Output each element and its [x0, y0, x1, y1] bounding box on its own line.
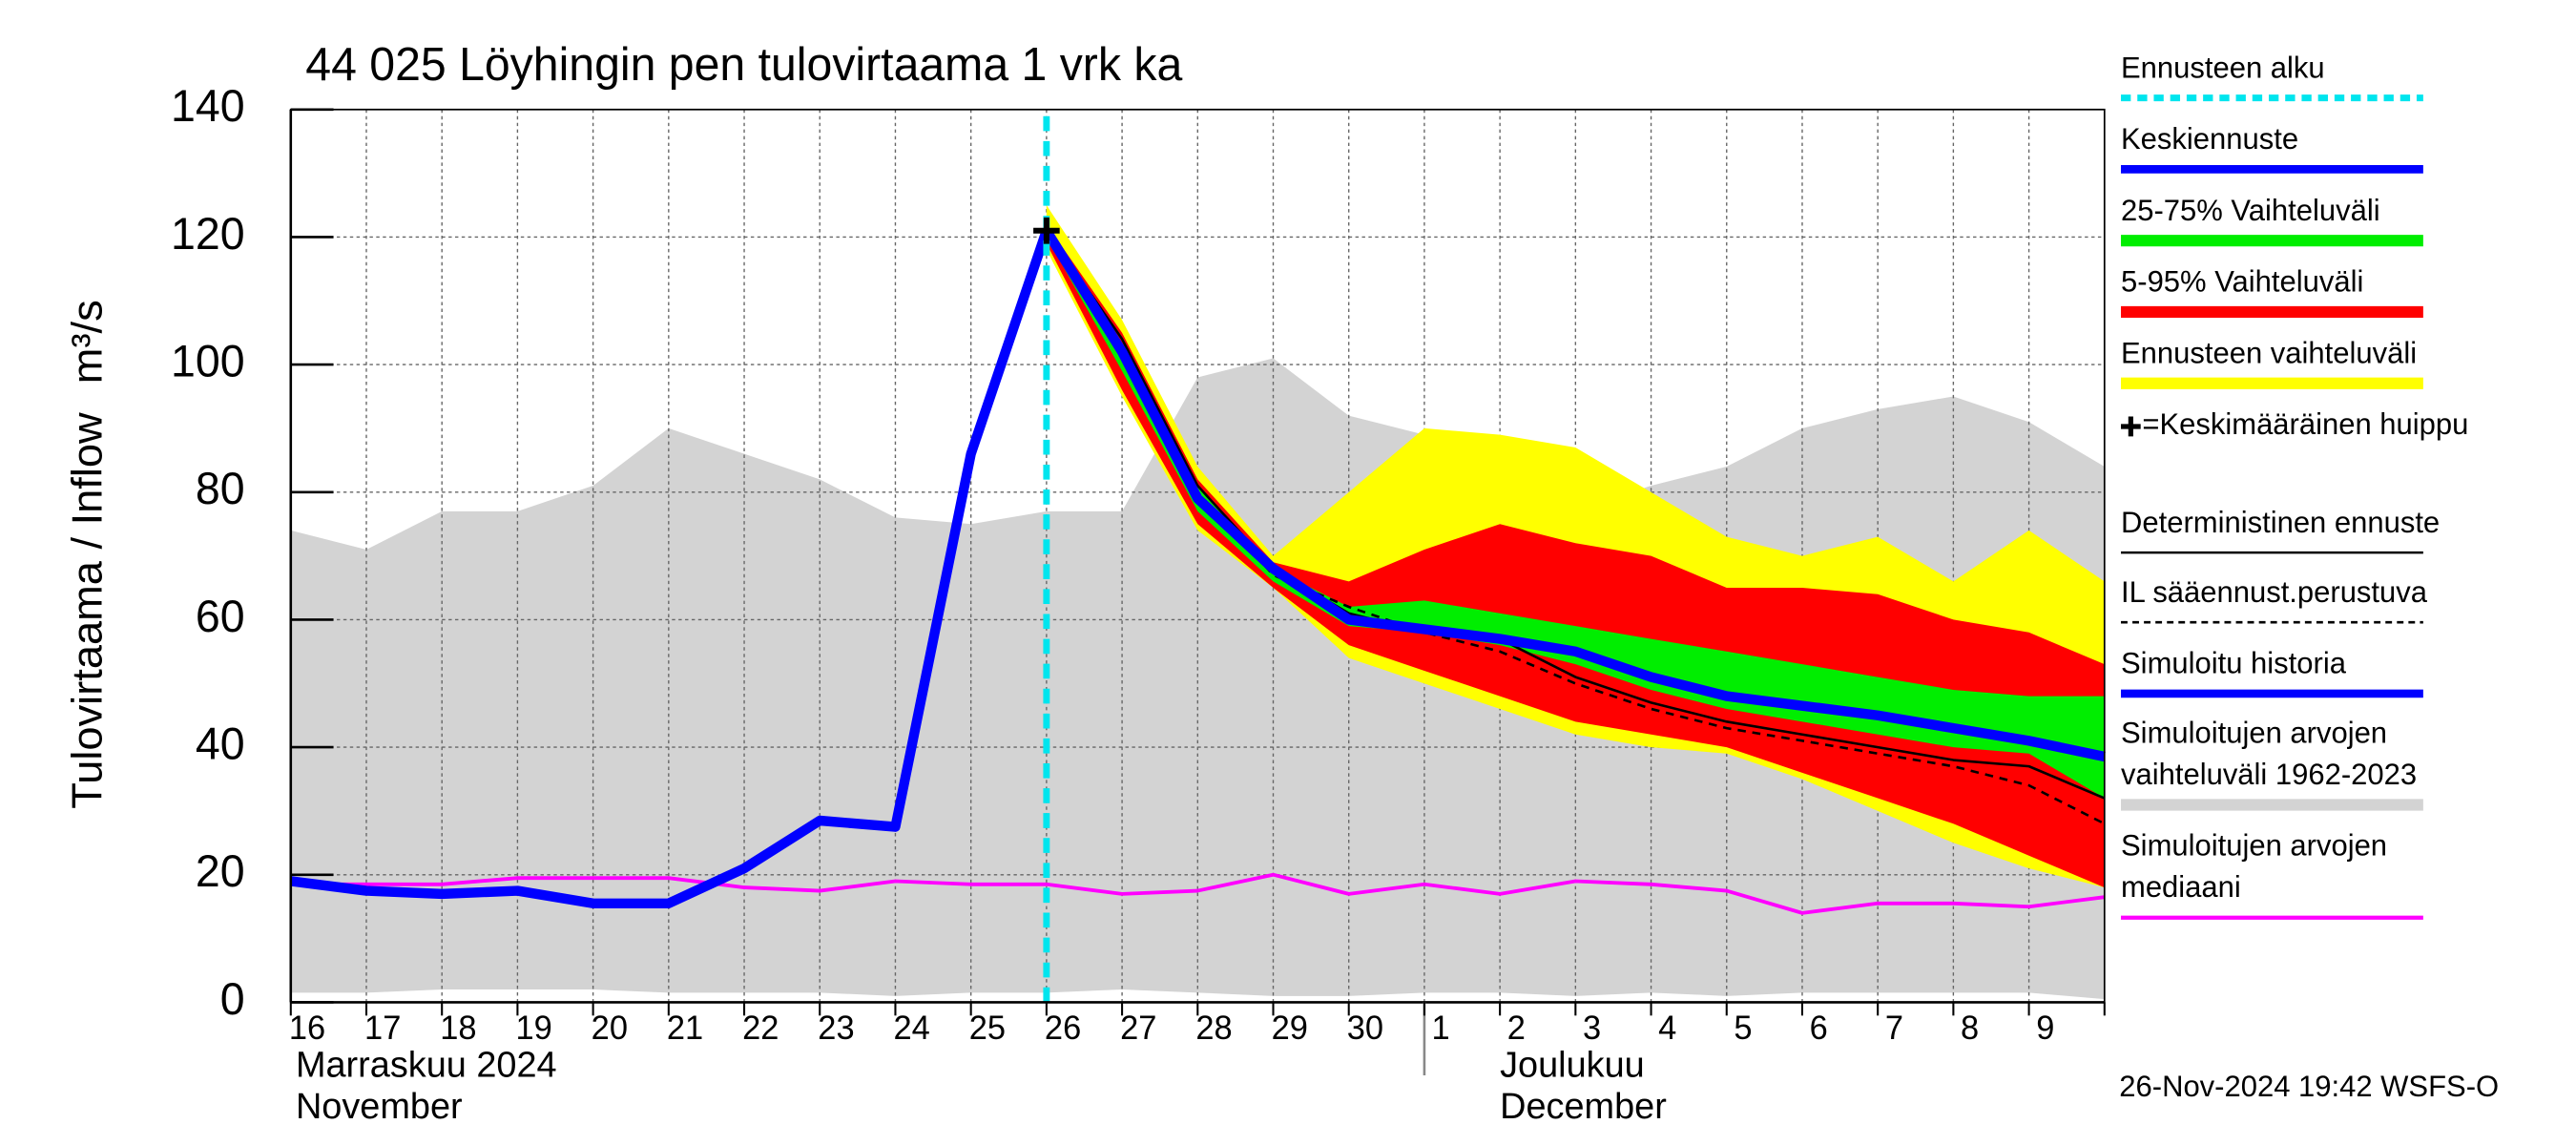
x-tick-label: 29 — [1272, 1010, 1308, 1047]
y-tick-label: 80 — [196, 464, 245, 513]
series-line — [290, 872, 2106, 915]
range-band — [1046, 230, 2105, 799]
legend-label: Simuloitu historia — [2121, 647, 2347, 680]
x-tick-label: 24 — [894, 1010, 930, 1047]
legend-label: 25-75% Vaihteluväli — [2121, 194, 2380, 227]
y-tick-label: 0 — [220, 974, 245, 1024]
legend-label: Simuloitujen arvojen vaihteluväli 1962-20… — [2121, 717, 2417, 792]
x-tick-label: 26 — [1045, 1010, 1081, 1047]
month-label: Marraskuu 2024 — [296, 1045, 557, 1085]
legend-label: Ennusteen alku — [2121, 51, 2325, 84]
x-tick-label: 2 — [1507, 1010, 1526, 1047]
series-line — [1045, 229, 2106, 800]
x-tick-label: 17 — [364, 1010, 401, 1047]
x-tick-label: 28 — [1195, 1010, 1232, 1047]
x-tick-label: 1 — [1432, 1010, 1450, 1047]
y-tick-label: 20 — [196, 846, 245, 896]
x-tick-label: 6 — [1810, 1010, 1828, 1047]
month-label: November — [296, 1087, 463, 1127]
x-tick-label: 8 — [1961, 1010, 1979, 1047]
x-tick-label: 3 — [1583, 1010, 1601, 1047]
timestamp: 26-Nov-2024 19:42 WSFS-O — [2119, 1070, 2499, 1103]
y-tick-label: 100 — [171, 336, 245, 385]
legend-label: =Keskimääräinen huippu — [2142, 407, 2468, 441]
legend-label: Simuloitujen arvojen mediaani — [2121, 829, 2387, 905]
x-tick-label: 19 — [515, 1010, 551, 1047]
series-line — [1045, 230, 2106, 825]
x-tick-label: 25 — [969, 1010, 1006, 1047]
x-tick-label: 30 — [1347, 1010, 1383, 1047]
x-tick-label: 5 — [1734, 1010, 1752, 1047]
legend-label: Deterministinen ennuste — [2121, 506, 2440, 539]
x-tick-label: 16 — [289, 1010, 325, 1047]
x-tick-label: 7 — [1885, 1010, 1903, 1047]
legend-marker — [2121, 416, 2141, 437]
chart-title: 44 025 Löyhingin pen tulovirtaama 1 vrk … — [305, 39, 1182, 91]
x-tick-label: 21 — [667, 1010, 703, 1047]
y-tick-label: 60 — [196, 592, 245, 641]
month-label: Joulukuu — [1500, 1045, 1645, 1085]
x-tick-label: 9 — [2036, 1010, 2054, 1047]
legend-label: 5-95% Vaihteluväli — [2121, 265, 2363, 299]
y-tick-label: 140 — [171, 81, 245, 131]
x-tick-label: 4 — [1658, 1010, 1676, 1047]
legend-label: IL sääennust.perustuva — [2121, 575, 2428, 609]
x-tick-label: 20 — [592, 1010, 628, 1047]
series-line — [1042, 227, 2106, 762]
month-label: December — [1500, 1087, 1667, 1127]
y-tick-label: 120 — [171, 209, 245, 259]
legend-label: Keskiennuste — [2121, 122, 2298, 156]
x-tick-label: 18 — [440, 1010, 476, 1047]
x-tick-label: 22 — [742, 1010, 779, 1047]
x-tick-label: 27 — [1120, 1010, 1156, 1047]
y-axis-unit: m³/s — [63, 300, 112, 384]
y-axis-label: Tulovirtaama / Inflow — [63, 412, 112, 809]
peak-marker — [1033, 217, 1060, 244]
legend-label: Ennusteen vaihteluväli — [2121, 336, 2417, 369]
y-tick-label: 40 — [196, 718, 245, 768]
series-line — [290, 229, 1051, 908]
x-tick-label: 23 — [818, 1010, 854, 1047]
